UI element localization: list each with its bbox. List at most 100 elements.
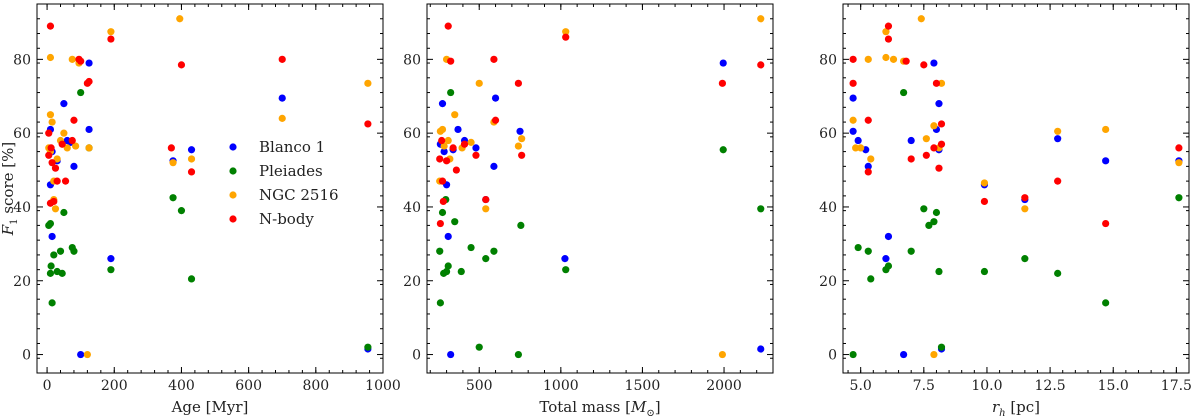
data-point (757, 345, 765, 353)
data-point (452, 166, 460, 174)
data-point (438, 100, 447, 108)
data-point (169, 159, 177, 167)
data-point (85, 144, 93, 152)
data-point (907, 155, 915, 163)
data-point (490, 162, 498, 170)
x-tick-label: 500 (466, 378, 493, 394)
x-tick-label: 1500 (625, 378, 661, 394)
x-tick-label: 12.5 (1035, 378, 1066, 394)
data-point (922, 151, 930, 159)
legend-marker (229, 191, 237, 199)
y-tick-label: 60 (13, 126, 31, 142)
data-point (907, 247, 915, 255)
data-point (475, 343, 483, 351)
data-point (757, 205, 765, 213)
data-point (864, 162, 872, 170)
data-point (68, 136, 76, 145)
x-tick-label: 5.0 (850, 378, 872, 394)
data-point (917, 15, 925, 23)
x-axis-label-end: ] (655, 398, 661, 416)
series-n-body (849, 22, 1183, 228)
data-point (491, 94, 500, 102)
series-blanco-1 (46, 59, 372, 359)
data-point (889, 55, 898, 63)
data-point (278, 55, 286, 63)
data-point (900, 88, 908, 97)
y-tick-label: 20 (13, 274, 31, 290)
data-point (177, 207, 186, 215)
data-point (930, 122, 938, 130)
data-point (864, 116, 872, 124)
data-point (930, 218, 938, 226)
data-point (442, 157, 451, 165)
data-point (85, 125, 93, 134)
y-tick-label: 40 (403, 200, 421, 216)
x-tick-label: 10.0 (971, 378, 1002, 394)
data-point (47, 262, 55, 270)
data-point (518, 135, 526, 143)
data-point (1054, 269, 1062, 277)
data-point (864, 168, 872, 176)
y-tick-label: 0 (828, 348, 837, 364)
x-tick-label: 0 (43, 378, 52, 394)
data-point (61, 177, 70, 185)
data-point (854, 136, 862, 145)
x-tick-label: 1000 (543, 378, 579, 394)
data-point (177, 61, 186, 69)
data-point (514, 350, 522, 359)
series-ngc-2516 (849, 15, 1183, 359)
data-point (719, 59, 727, 67)
panel-1: 0 200 400 600 800 1000 0 20 40 60 80 Age [Myr] F1 sc… (0, 3, 401, 416)
data-point (449, 144, 457, 152)
y-axis-label-main: F (0, 224, 17, 236)
data-point (849, 55, 857, 63)
data-point (60, 100, 68, 108)
data-point (70, 162, 78, 170)
data-point (857, 144, 865, 152)
data-point (884, 22, 893, 30)
data-point (58, 140, 66, 148)
data-point (1054, 135, 1062, 143)
data-point (516, 127, 524, 135)
data-point (561, 255, 569, 263)
y-axis-label: F1 score [%] (0, 142, 20, 236)
x-axis-label: rh [pc] (992, 398, 1040, 419)
data-point (932, 208, 941, 217)
data-point (937, 120, 946, 128)
series-pleiades (45, 88, 372, 351)
data-point (849, 127, 857, 135)
data-point (83, 350, 91, 359)
data-point (176, 15, 184, 23)
data-point (77, 350, 85, 359)
series-n-body (436, 22, 765, 228)
data-point (757, 15, 765, 23)
y-tick-label: 80 (13, 52, 31, 68)
data-point (882, 53, 890, 62)
data-point (46, 111, 55, 119)
y-tick-label: 60 (819, 126, 837, 142)
data-point (514, 142, 522, 150)
data-point (107, 266, 115, 274)
data-point (46, 219, 55, 228)
data-point (364, 343, 372, 351)
data-point (51, 164, 60, 172)
data-point (438, 125, 447, 134)
series-pleiades (436, 88, 765, 359)
data-point (60, 208, 68, 217)
data-point (718, 79, 727, 87)
data-point (444, 232, 452, 241)
data-point (444, 262, 452, 270)
data-point (849, 350, 857, 359)
data-point (436, 155, 444, 163)
data-point (1054, 127, 1062, 135)
x-tick-label: 17.5 (1161, 378, 1192, 394)
panel-3: 5.0 7.5 10.0 12.5 15.0 17.5 0 20 40 60 80 rh [pc] (819, 3, 1192, 419)
data-point (882, 28, 890, 36)
data-point (562, 266, 570, 274)
data-point (867, 155, 875, 163)
x-axis-label-sub: ⊙ (646, 408, 654, 419)
legend-label: Pleiades (259, 162, 323, 180)
axes-frame (36, 3, 384, 374)
x-axis-label-symbol: r (992, 398, 1000, 416)
data-point (107, 28, 115, 36)
